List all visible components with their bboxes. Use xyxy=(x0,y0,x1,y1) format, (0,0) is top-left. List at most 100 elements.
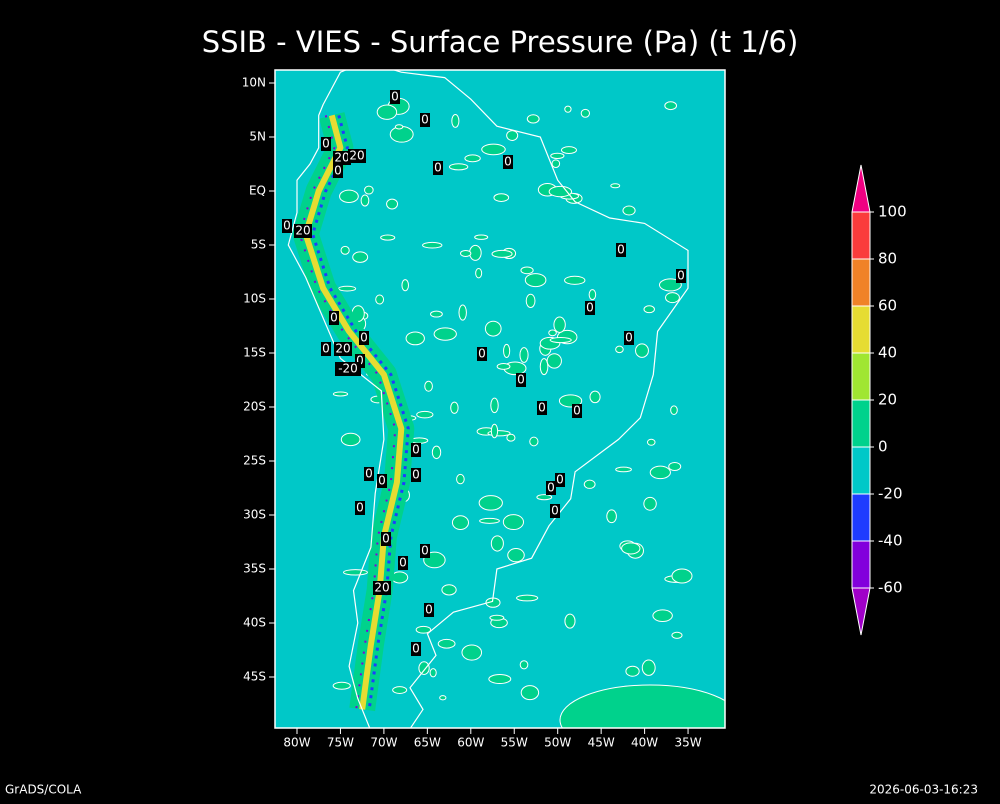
contour-blob xyxy=(490,397,499,414)
contour-blob xyxy=(615,466,632,473)
contour-label-bg xyxy=(555,473,565,487)
contour-label-bg xyxy=(516,373,526,387)
contour-blob xyxy=(621,542,641,555)
colorbar-segment xyxy=(851,446,871,495)
contour-label: 0 xyxy=(391,90,399,104)
colorbar-label: -20 xyxy=(878,485,903,503)
contour-label-bg xyxy=(333,164,343,178)
contour-blob xyxy=(539,358,549,376)
lat-label: 5S xyxy=(251,238,266,252)
lat-label: 10N xyxy=(242,76,266,90)
contour-label: 0 xyxy=(573,404,581,418)
lon-label: 70W xyxy=(370,736,397,750)
contour-blob xyxy=(589,390,601,404)
contour-blob xyxy=(493,193,510,202)
contour-label-bg xyxy=(624,331,634,345)
contour-blob xyxy=(460,249,472,257)
contour-label: 0 xyxy=(504,155,512,169)
lon-label: 60W xyxy=(457,736,484,750)
contour-blob xyxy=(646,438,656,446)
contour-label-bg xyxy=(381,532,391,546)
lat-label: 30S xyxy=(243,508,266,522)
contour-label-bg xyxy=(616,243,626,257)
colorbar: -60 -40 -20 0 20 40 60 80 100 xyxy=(851,164,907,636)
contour-blob xyxy=(405,331,425,346)
contour-blob xyxy=(386,198,399,210)
colorbar-segment xyxy=(851,399,871,448)
contour-label-bg xyxy=(377,474,387,488)
contour-label: 0 xyxy=(478,347,486,361)
contour-blob xyxy=(431,445,442,460)
contour-label-bg xyxy=(676,269,686,283)
contour-blob xyxy=(401,279,409,292)
lat-label: 5N xyxy=(249,130,266,144)
lon-label: 50W xyxy=(544,736,571,750)
contour-blob xyxy=(448,163,469,171)
andes-blue xyxy=(311,115,410,710)
contour-label: 20 xyxy=(334,151,349,165)
contour-label-bg xyxy=(537,401,547,415)
contour-blob xyxy=(430,310,443,318)
contour-blob xyxy=(481,143,506,156)
contour-blob xyxy=(490,535,504,552)
contour-blob xyxy=(652,609,673,623)
colorbar-label: 20 xyxy=(878,391,897,409)
contour-blob xyxy=(506,130,519,141)
contour-blob xyxy=(564,613,576,629)
contour-label-bg xyxy=(321,342,331,356)
contour-blob xyxy=(416,410,434,419)
contour-blob xyxy=(464,154,481,163)
contour-blob xyxy=(658,278,682,292)
contour-blob xyxy=(433,327,457,341)
contour-blob xyxy=(668,461,682,471)
contour-blob xyxy=(489,614,505,621)
contour-label-bg xyxy=(321,137,331,151)
contour-label-bg xyxy=(411,642,421,656)
contour-blob xyxy=(615,345,624,354)
colorbar-segment xyxy=(851,211,871,260)
contour-blob xyxy=(496,363,511,370)
contour-label: 0 xyxy=(412,468,420,482)
contour-blob xyxy=(490,423,499,439)
contour-blob xyxy=(332,391,349,397)
contour-label: 0 xyxy=(360,331,368,345)
contour-label-bg xyxy=(572,404,582,418)
contour-blob xyxy=(580,108,591,118)
lat-label: 10S xyxy=(243,292,266,306)
contour-blob xyxy=(558,394,583,408)
contour-label-bg xyxy=(411,468,421,482)
footer-left: GrADS/COLA xyxy=(5,783,82,797)
contour-label: 0 xyxy=(586,301,594,315)
contour-label-bg xyxy=(294,224,312,238)
contour-blob xyxy=(450,401,459,414)
contour-blob xyxy=(588,289,597,301)
contour-label-bg xyxy=(355,501,365,515)
contour-blob xyxy=(437,638,456,649)
contour-label-bg xyxy=(585,301,595,315)
contour-blob xyxy=(519,660,529,670)
contour-label: 0 xyxy=(538,401,546,415)
contour-blob xyxy=(519,347,529,363)
contour-label: 0 xyxy=(425,603,433,617)
contour-label: 0 xyxy=(283,219,291,233)
contour-blob xyxy=(451,515,470,531)
contour-label: 0 xyxy=(617,243,625,257)
contour-blob xyxy=(520,685,540,701)
contour-blob xyxy=(671,631,683,639)
contour-label: 0 xyxy=(334,164,342,178)
colorbar-label: 60 xyxy=(878,297,897,315)
lat-label: 20S xyxy=(243,400,266,414)
contour-label: 0 xyxy=(412,642,420,656)
contour-blob xyxy=(549,336,572,344)
contour-blob xyxy=(546,353,562,369)
contour-label: 0 xyxy=(378,474,386,488)
contour-blob xyxy=(475,267,483,279)
contour-blob xyxy=(441,584,457,596)
colorbar-label: 0 xyxy=(878,438,888,456)
contour-label: 0 xyxy=(356,501,364,515)
colorbar-label: -40 xyxy=(878,532,903,550)
contour-label: 0 xyxy=(322,137,330,151)
contour-blob xyxy=(635,343,649,358)
contour-blob xyxy=(376,104,398,120)
contour-label-bg xyxy=(390,90,400,104)
